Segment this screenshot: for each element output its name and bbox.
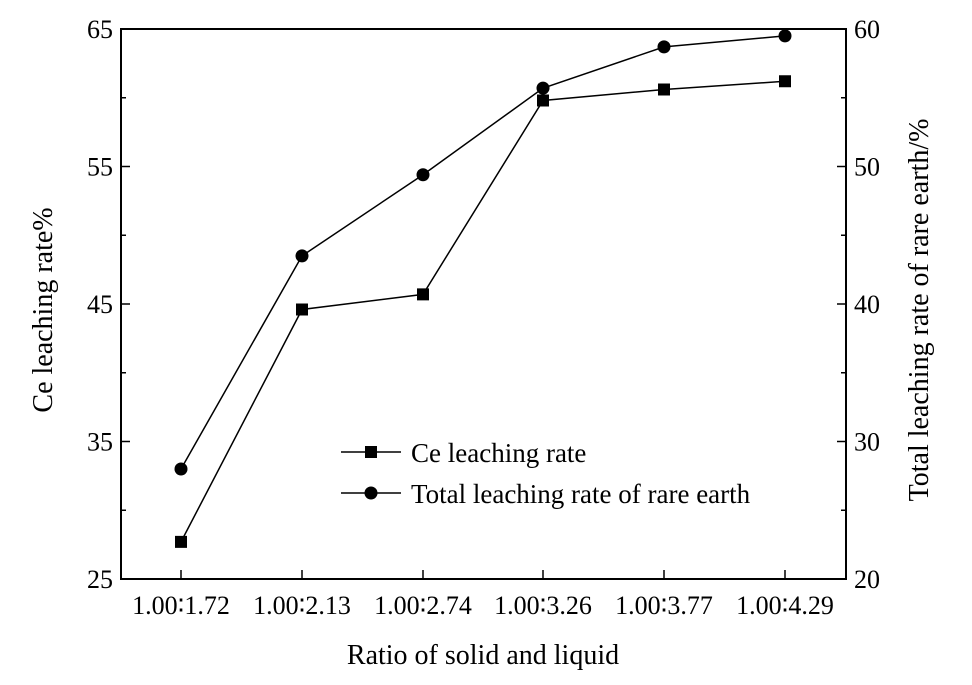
- x-axis-title: Ratio of solid and liquid: [347, 640, 619, 671]
- data-point-circle: [174, 462, 188, 476]
- series-line-0: [180, 80, 786, 543]
- data-point-square: [779, 75, 791, 88]
- y2-tick-label: 30: [854, 428, 880, 457]
- x-tick-label: 1.00∶2.74: [374, 591, 472, 620]
- y-tick-label: 25: [87, 565, 113, 594]
- y2-tick-label: 20: [854, 565, 880, 594]
- y-tick-label: 35: [87, 428, 113, 457]
- y2-tick-label: 50: [854, 153, 880, 182]
- data-point-circle: [536, 81, 550, 95]
- ticks-layer: 25 35 45 55 65 20 30 40 50 60 1.00∶1.72 1.00∶2.13 1.…: [87, 15, 880, 620]
- x-tick-label: 1.00∶2.13: [253, 591, 351, 620]
- data-point-circle: [416, 168, 430, 182]
- data-point-circle: [295, 249, 309, 263]
- y2-axis-title: Total leaching rate of rare earth/%: [904, 119, 935, 502]
- legend-label-total: Total leaching rate of rare earth: [411, 479, 751, 509]
- data-point-square: [417, 288, 429, 301]
- legend-marker-total: [364, 486, 378, 500]
- legend-marker-ce: [365, 446, 377, 458]
- x-tick-label: 1.00∶1.72: [132, 591, 230, 620]
- data-point-circle: [657, 40, 671, 54]
- x-tick-label: 1.00∶4.29: [736, 591, 834, 620]
- data-point-square: [537, 94, 549, 107]
- legend-label-ce: Ce leaching rate: [411, 438, 586, 468]
- x-tick-label: 1.00∶3.77: [615, 591, 713, 620]
- y-tick-label: 55: [87, 153, 113, 182]
- data-point-square: [175, 535, 187, 548]
- y2-tick-label: 40: [854, 290, 880, 319]
- series-line-1: [180, 35, 786, 470]
- legend: Ce leaching rate Total leaching rate of …: [341, 438, 751, 509]
- y2-tick-label: 60: [854, 15, 880, 44]
- x-tick-label: 1.00∶3.26: [494, 591, 592, 620]
- data-point-square: [296, 303, 308, 316]
- y-tick-label: 45: [87, 290, 113, 319]
- y-axis-title: Ce leaching rate%: [28, 207, 59, 412]
- data-point-circle: [778, 29, 792, 43]
- data-point-square: [658, 83, 670, 96]
- series-layer: [174, 29, 792, 548]
- y-tick-label: 65: [87, 15, 113, 44]
